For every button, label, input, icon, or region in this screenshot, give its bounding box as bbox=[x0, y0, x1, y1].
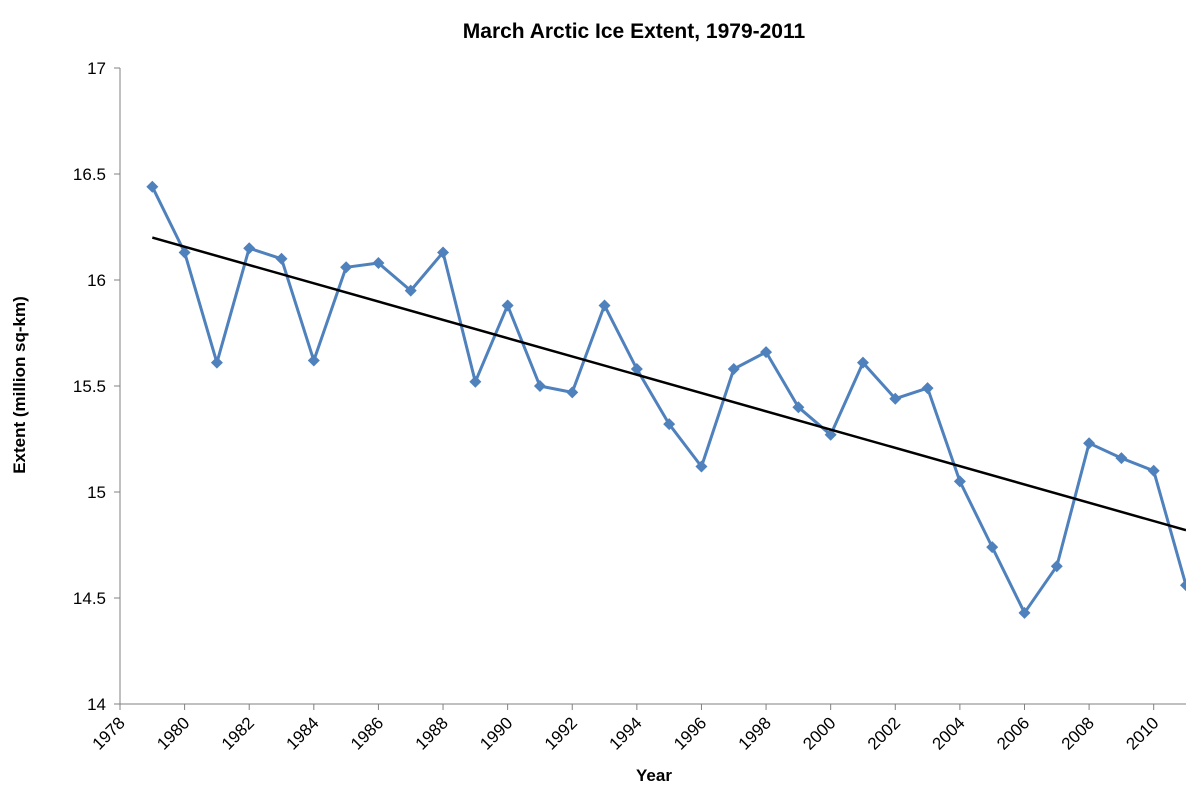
data-point bbox=[533, 380, 546, 392]
data-point bbox=[210, 356, 223, 369]
x-tick-label: 2002 bbox=[864, 713, 904, 753]
x-tick-label: 2008 bbox=[1058, 713, 1098, 753]
data-point bbox=[1050, 560, 1063, 573]
trend-line bbox=[151, 236, 1186, 532]
data-point bbox=[1115, 452, 1128, 465]
x-tick-label: 2004 bbox=[929, 713, 969, 753]
y-axis-title: Extent (million sq-km) bbox=[10, 296, 29, 474]
x-tick-label: 1988 bbox=[412, 713, 452, 753]
x-tick-label: 1980 bbox=[153, 713, 193, 753]
x-tick-label: 2010 bbox=[1122, 713, 1162, 753]
data-point bbox=[824, 428, 837, 441]
x-tick-labels: 1978 1980 1982 1984 1986 1988 1990 1992 1994 1996… bbox=[89, 704, 1163, 754]
data-point bbox=[760, 346, 773, 359]
data-point bbox=[1180, 579, 1186, 592]
x-tick-label: 1992 bbox=[541, 713, 581, 753]
data-point bbox=[695, 460, 708, 473]
data-point bbox=[663, 418, 676, 431]
data-point bbox=[243, 242, 256, 255]
data-point bbox=[469, 375, 482, 388]
data-point bbox=[921, 382, 934, 395]
series-line bbox=[150, 186, 1186, 615]
x-tick-label: 1982 bbox=[218, 713, 258, 753]
x-tick-label: 2000 bbox=[799, 713, 839, 753]
x-tick-label: 1990 bbox=[476, 713, 516, 753]
y-tick-label: 15.5 bbox=[73, 377, 106, 396]
data-point bbox=[1018, 606, 1031, 619]
x-tick-label: 1986 bbox=[347, 713, 387, 753]
data-point bbox=[727, 363, 740, 376]
y-tick-label: 16 bbox=[87, 271, 106, 290]
x-tick-label: 1996 bbox=[670, 713, 710, 753]
data-point bbox=[953, 475, 966, 488]
data-point bbox=[307, 354, 320, 367]
x-axis-title: Year bbox=[636, 766, 672, 785]
data-point bbox=[340, 261, 353, 274]
data-point bbox=[501, 299, 514, 312]
data-point bbox=[889, 392, 902, 405]
data-point bbox=[275, 252, 288, 265]
x-tick-label: 1998 bbox=[735, 713, 775, 753]
y-tick-label: 16.5 bbox=[73, 165, 106, 184]
data-point bbox=[1147, 464, 1160, 477]
data-point bbox=[178, 246, 191, 259]
y-tick-label: 17 bbox=[87, 59, 106, 78]
y-tick-label: 14 bbox=[87, 695, 106, 714]
chart-title: March Arctic Ice Extent, 1979-2011 bbox=[463, 20, 806, 43]
x-tick-label: 1978 bbox=[89, 713, 129, 753]
data-point bbox=[1083, 437, 1096, 450]
plot-area bbox=[146, 180, 1186, 619]
y-tick-labels: 14 14.5 15 15.5 16 16.5 17 bbox=[73, 59, 120, 714]
data-point bbox=[372, 257, 385, 270]
data-point bbox=[792, 401, 805, 414]
x-tick-label: 1994 bbox=[605, 713, 645, 753]
data-point bbox=[146, 180, 159, 193]
data-point bbox=[404, 284, 417, 297]
x-tick-label: 2006 bbox=[993, 713, 1033, 753]
data-point bbox=[598, 299, 611, 312]
data-point bbox=[566, 386, 579, 399]
y-tick-label: 14.5 bbox=[73, 589, 106, 608]
data-point bbox=[986, 541, 999, 554]
y-tick-label: 15 bbox=[87, 483, 106, 502]
data-point bbox=[437, 246, 450, 259]
data-point bbox=[630, 363, 643, 376]
x-tick-label: 1984 bbox=[282, 713, 322, 753]
data-point bbox=[856, 356, 869, 369]
